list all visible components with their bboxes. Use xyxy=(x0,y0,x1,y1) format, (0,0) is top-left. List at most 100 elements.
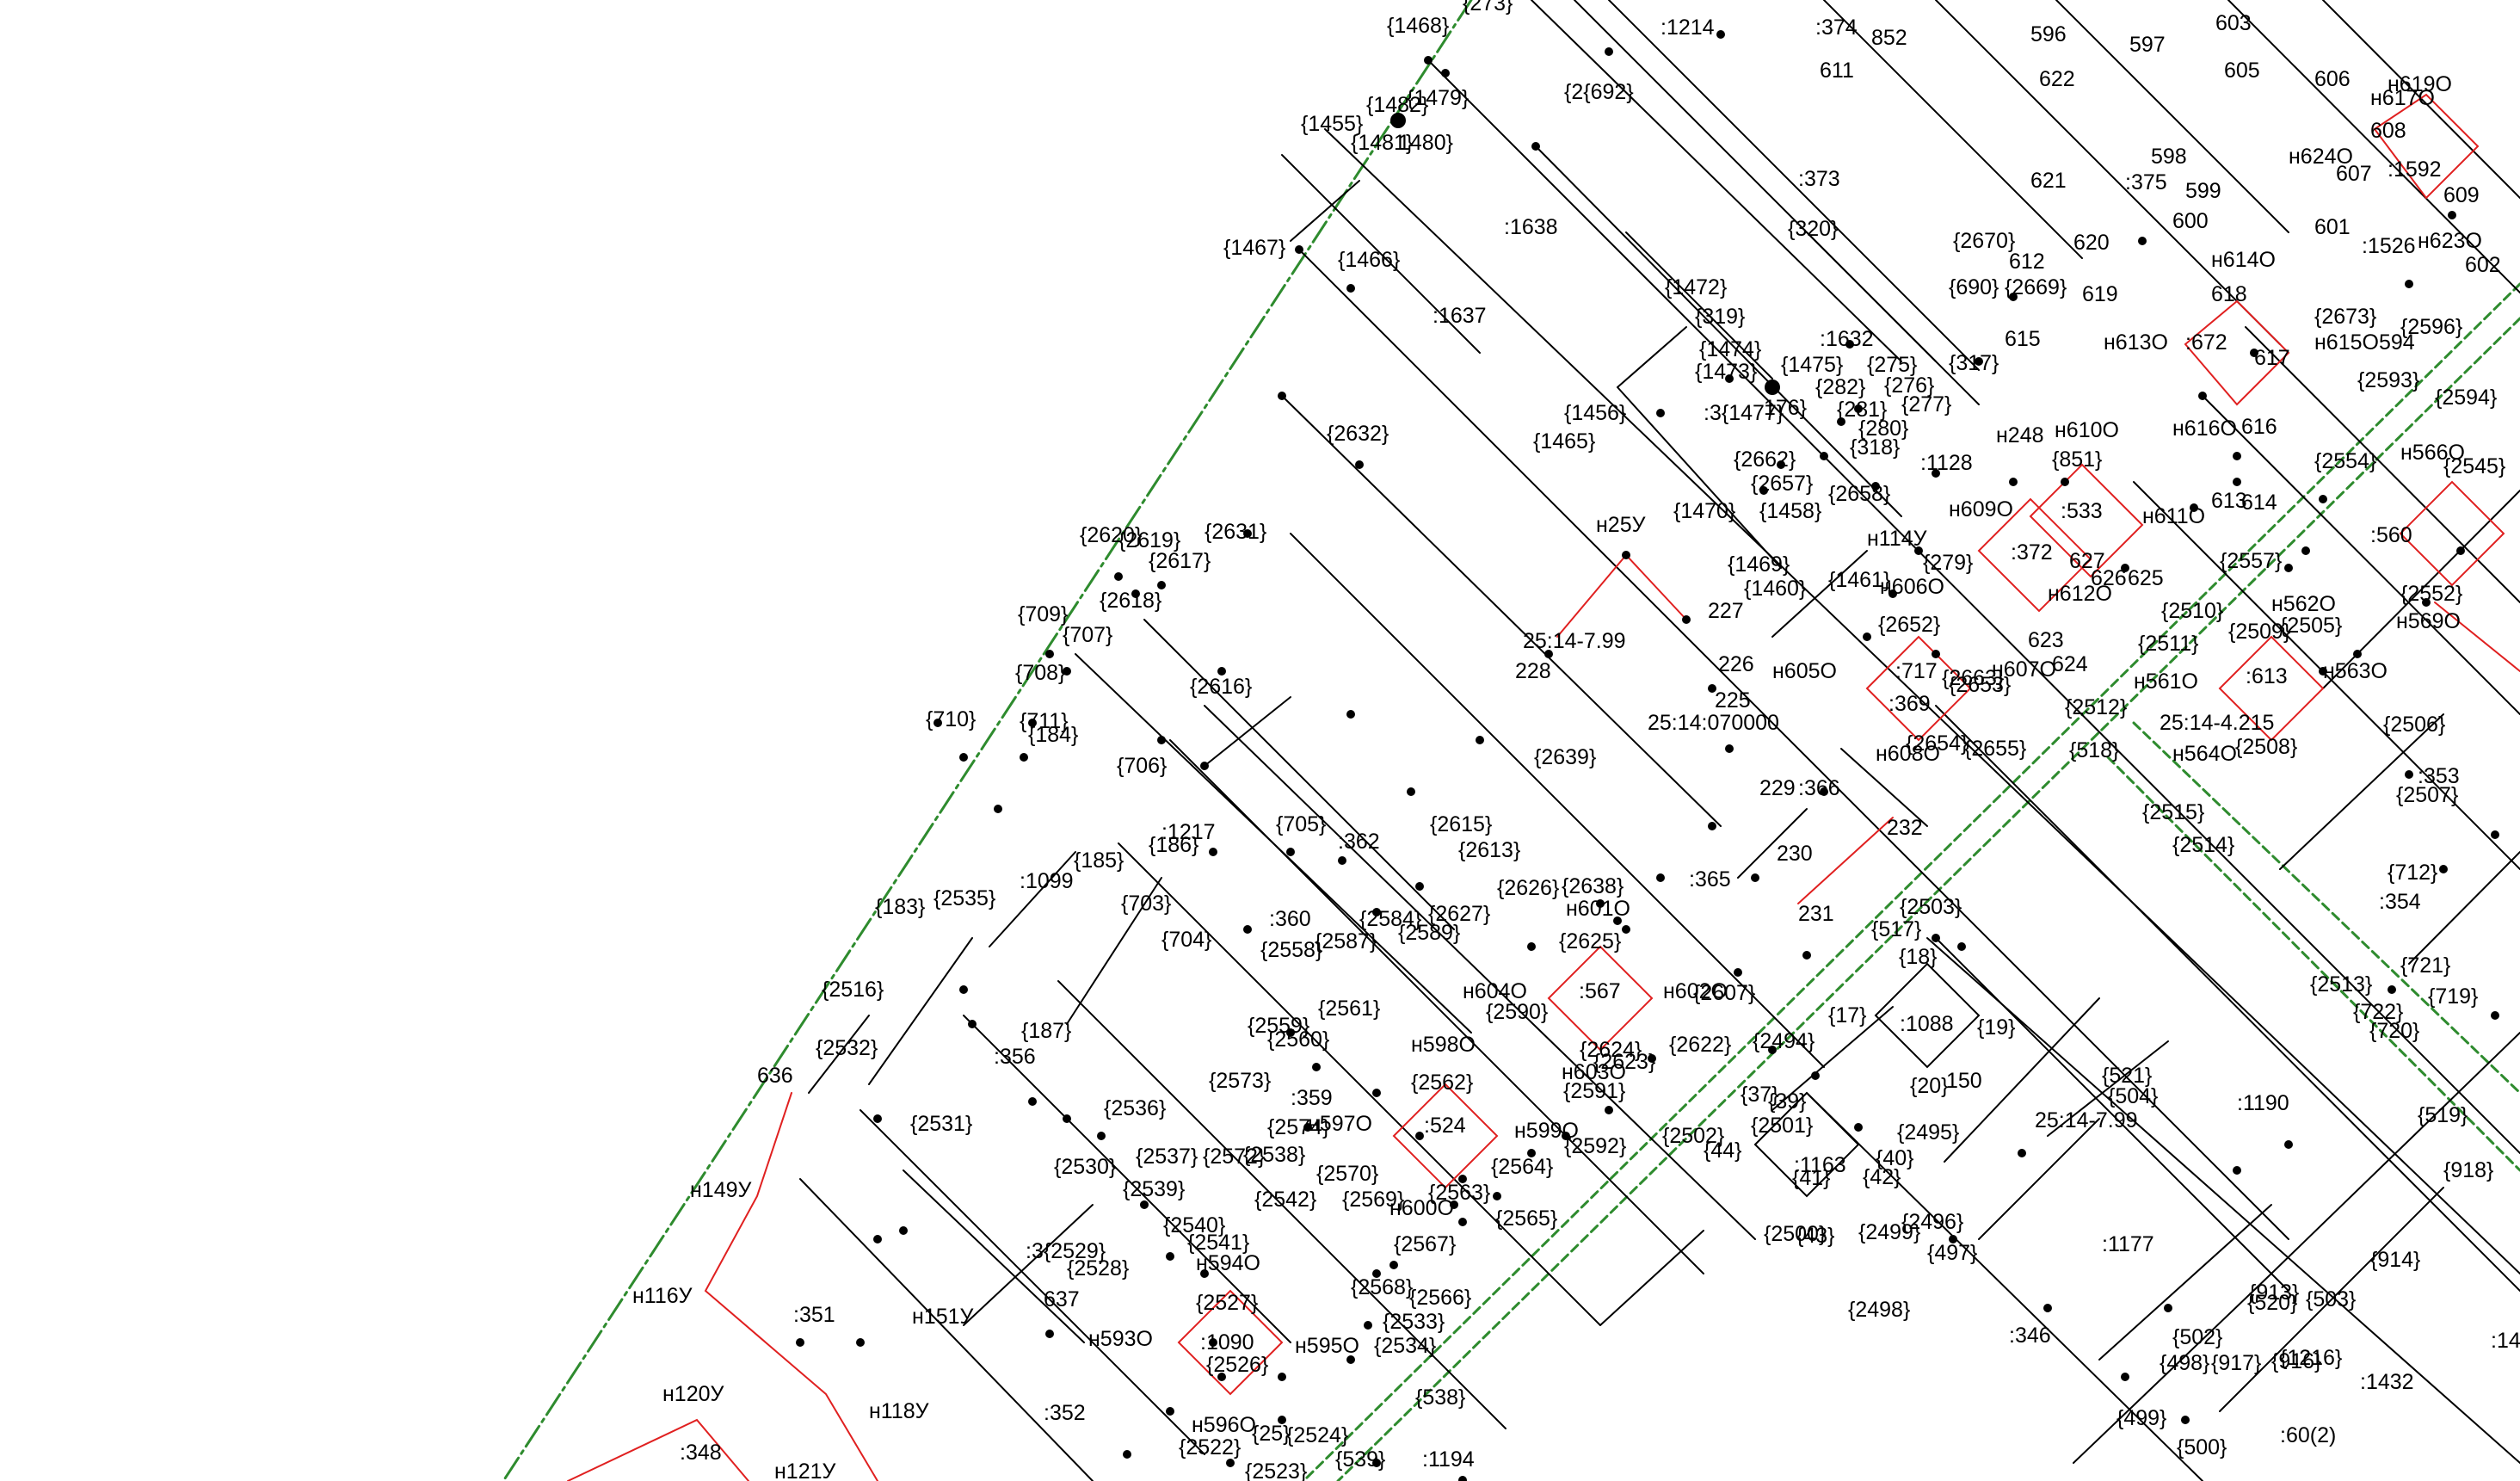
survey-point[interactable] xyxy=(1759,486,1768,495)
survey-point[interactable] xyxy=(2456,546,2465,555)
survey-point[interactable] xyxy=(1286,848,1295,856)
survey-point[interactable] xyxy=(1209,848,1217,856)
survey-point[interactable] xyxy=(1063,1114,1071,1123)
survey-point[interactable] xyxy=(1372,1269,1381,1278)
survey-point[interactable] xyxy=(1303,1123,1312,1132)
survey-point[interactable] xyxy=(1888,589,1897,598)
survey-point[interactable] xyxy=(2198,392,2207,400)
survey-point[interactable] xyxy=(1346,284,1355,293)
survey-point[interactable] xyxy=(1716,30,1725,39)
survey-point[interactable] xyxy=(1200,1269,1209,1278)
survey-point[interactable] xyxy=(1932,934,1940,942)
survey-point[interactable] xyxy=(1441,69,1450,77)
survey-point[interactable] xyxy=(1372,908,1381,916)
survey-point[interactable] xyxy=(2164,1304,2172,1312)
survey-point[interactable] xyxy=(1613,916,1622,925)
survey-point[interactable] xyxy=(1389,1261,1398,1269)
survey-point[interactable] xyxy=(1871,482,1880,491)
survey-point[interactable] xyxy=(1622,551,1630,559)
survey-point[interactable] xyxy=(856,1338,865,1347)
survey-point[interactable] xyxy=(1725,374,1734,383)
survey-point[interactable] xyxy=(2181,1416,2190,1424)
survey-point[interactable] xyxy=(1114,572,1123,581)
survey-point[interactable] xyxy=(1854,404,1863,413)
survey-point[interactable] xyxy=(1028,719,1037,727)
survey-point[interactable] xyxy=(1028,1097,1037,1106)
survey-point[interactable] xyxy=(2439,865,2448,873)
survey-point[interactable] xyxy=(1217,667,1226,676)
survey-point[interactable] xyxy=(994,805,1002,813)
survey-point[interactable] xyxy=(959,753,968,762)
survey-point[interactable] xyxy=(2121,1373,2129,1381)
survey-point[interactable] xyxy=(2388,985,2396,994)
survey-point[interactable] xyxy=(1157,581,1166,589)
survey-point[interactable] xyxy=(1458,1218,1467,1226)
survey-point[interactable] xyxy=(1837,417,1845,426)
survey-point[interactable] xyxy=(1338,856,1346,865)
survey-point[interactable] xyxy=(1768,1046,1777,1054)
survey-point[interactable] xyxy=(1450,1200,1458,1209)
survey-point[interactable] xyxy=(1820,452,1828,460)
survey-point[interactable] xyxy=(1863,633,1871,641)
survey-point[interactable] xyxy=(1217,1373,1226,1381)
survey-point[interactable] xyxy=(1777,460,1785,469)
survey-point[interactable] xyxy=(1346,710,1355,719)
survey-point[interactable] xyxy=(2448,211,2456,219)
survey-point[interactable] xyxy=(1372,1459,1381,1467)
survey-point[interactable] xyxy=(1346,1355,1355,1364)
survey-point[interactable] xyxy=(1166,1407,1174,1416)
survey-point[interactable] xyxy=(1656,409,1665,417)
survey-point[interactable] xyxy=(1527,942,1536,951)
survey-point[interactable] xyxy=(1476,736,1484,744)
survey-point[interactable] xyxy=(2491,1011,2499,1020)
survey-point[interactable] xyxy=(1364,1321,1372,1330)
survey-point[interactable] xyxy=(1123,1450,1131,1459)
survey-point[interactable] xyxy=(2233,1166,2241,1175)
survey-point[interactable] xyxy=(2138,237,2147,245)
survey-point[interactable] xyxy=(1097,1132,1106,1140)
survey-point[interactable] xyxy=(1682,615,1691,624)
survey-point[interactable] xyxy=(2061,478,2069,486)
survey-point[interactable] xyxy=(2405,770,2413,779)
survey-point[interactable] xyxy=(1278,1416,1286,1424)
survey-point[interactable] xyxy=(2009,293,2018,301)
survey-point[interactable] xyxy=(1140,1200,1149,1209)
survey-point[interactable] xyxy=(1914,546,1923,555)
survey-point[interactable] xyxy=(1531,142,1540,151)
survey-point[interactable] xyxy=(2422,598,2431,607)
survey-point[interactable] xyxy=(1458,1175,1467,1183)
survey-point[interactable] xyxy=(2121,564,2129,572)
survey-point[interactable] xyxy=(1820,787,1828,796)
survey-point[interactable] xyxy=(1424,56,1433,65)
survey-point[interactable] xyxy=(2009,478,2018,486)
survey-point[interactable] xyxy=(1278,1373,1286,1381)
survey-point[interactable] xyxy=(1932,469,1940,478)
survey-point[interactable] xyxy=(1708,684,1716,693)
survey-point[interactable] xyxy=(1802,951,1811,960)
survey-point[interactable] xyxy=(2353,650,2362,658)
survey-point[interactable] xyxy=(1390,113,1406,128)
survey-point[interactable] xyxy=(1932,650,1940,658)
survey-point[interactable] xyxy=(1605,47,1613,56)
survey-point[interactable] xyxy=(1562,1132,1570,1140)
survey-point[interactable] xyxy=(1157,736,1166,744)
survey-point[interactable] xyxy=(1045,650,1054,658)
survey-point[interactable] xyxy=(1957,942,1966,951)
survey-point[interactable] xyxy=(1975,357,1983,366)
survey-point[interactable] xyxy=(796,1338,804,1347)
survey-point[interactable] xyxy=(1725,744,1734,753)
survey-point[interactable] xyxy=(1845,340,1854,349)
survey-point[interactable] xyxy=(2284,564,2293,572)
survey-point[interactable] xyxy=(1226,1459,1235,1467)
survey-point[interactable] xyxy=(959,985,968,994)
survey-point[interactable] xyxy=(2319,495,2327,503)
survey-point[interactable] xyxy=(1243,925,1252,934)
survey-point[interactable] xyxy=(2233,452,2241,460)
survey-point[interactable] xyxy=(1949,1235,1957,1243)
survey-point[interactable] xyxy=(899,1226,908,1235)
survey-point[interactable] xyxy=(1063,667,1071,676)
survey-point[interactable] xyxy=(1415,1132,1424,1140)
survey-point[interactable] xyxy=(2319,667,2327,676)
survey-point[interactable] xyxy=(2301,546,2310,555)
survey-point[interactable] xyxy=(2233,478,2241,486)
